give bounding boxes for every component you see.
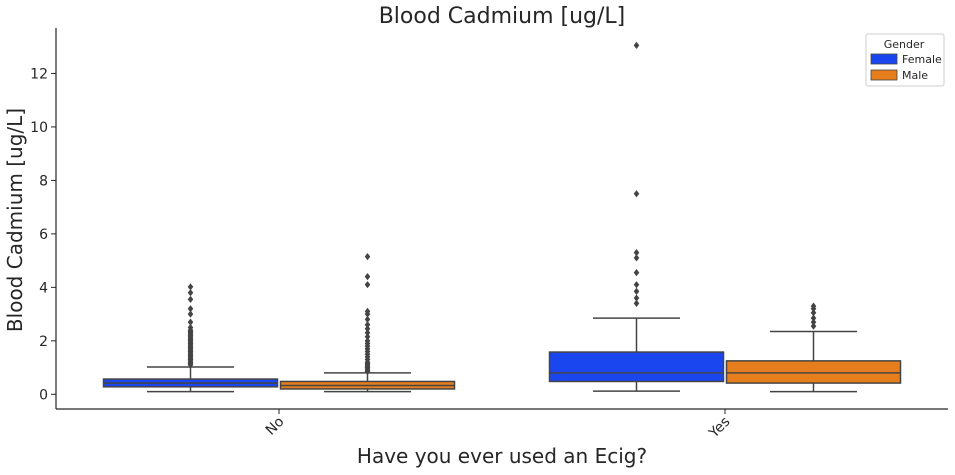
outlier-point-female-no <box>187 318 194 326</box>
y-tick-label: 4 <box>39 280 48 296</box>
outlier-point-male-no <box>364 337 371 345</box>
outlier-point-female-yes <box>633 190 640 198</box>
legend-swatch-male <box>870 69 898 81</box>
legend-title: Gender <box>884 38 925 51</box>
outlier-point-female-no <box>187 289 194 297</box>
outlier-point-male-no <box>364 333 371 341</box>
outlier-point-male-no <box>364 273 371 281</box>
outlier-point-male-yes <box>810 309 817 317</box>
y-tick-label: 0 <box>39 387 48 403</box>
outlier-point-male-yes <box>810 302 817 310</box>
x-tick-label: No <box>263 414 288 439</box>
outlier-point-female-no <box>187 283 194 291</box>
y-axis-title: Blood Cadmium [ug/L] <box>3 108 27 332</box>
legend-label-female: Female <box>902 53 942 66</box>
plot-area: 0 2 4 6 8 10 12 No Yes <box>30 28 948 442</box>
legend: Gender Female Male <box>865 33 945 87</box>
outlier-point-female-yes <box>633 281 640 289</box>
outlier-point-male-yes <box>810 318 817 326</box>
x-tick-label: Yes <box>705 414 733 442</box>
outlier-point-male-no <box>364 325 371 333</box>
outlier-point-male-yes <box>810 314 817 322</box>
outlier-point-male-no <box>364 315 371 324</box>
outlier-point-female-no <box>187 310 194 318</box>
outlier-point-female-yes <box>633 254 640 262</box>
box-female-yes <box>548 351 725 383</box>
outlier-point-male-no <box>364 307 371 316</box>
outlier-point-male-no <box>364 321 371 329</box>
outlier-point-male-no <box>364 329 371 337</box>
y-tick-label: 6 <box>39 227 48 243</box>
outlier-point-female-yes <box>633 294 640 302</box>
outlier-point-female-yes <box>633 287 640 295</box>
outlier-point-female-no <box>187 323 194 332</box>
chart-title: Blood Cadmium [ug/L] <box>379 4 626 29</box>
outlier-point-female-no <box>187 305 194 313</box>
outlier-point-male-no <box>364 281 371 289</box>
x-axis-title: Have you ever used an Ecig? <box>357 444 647 468</box>
outlier-point-male-no <box>364 253 371 261</box>
y-tick-label: 12 <box>30 66 48 82</box>
y-tick-label: 8 <box>39 173 48 189</box>
legend-swatch-female <box>870 53 898 65</box>
outlier-point-female-yes <box>633 41 640 49</box>
box-male-yes <box>725 360 902 384</box>
outlier-point-female-no <box>187 295 194 303</box>
y-tick-label: 2 <box>39 334 48 350</box>
outlier-point-female-yes <box>633 299 640 307</box>
y-tick-label: 10 <box>30 120 48 136</box>
outlier-point-female-yes <box>633 248 640 257</box>
legend-label-male: Male <box>902 69 928 82</box>
outlier-point-female-yes <box>633 269 640 277</box>
outlier-point-male-yes <box>810 322 817 330</box>
